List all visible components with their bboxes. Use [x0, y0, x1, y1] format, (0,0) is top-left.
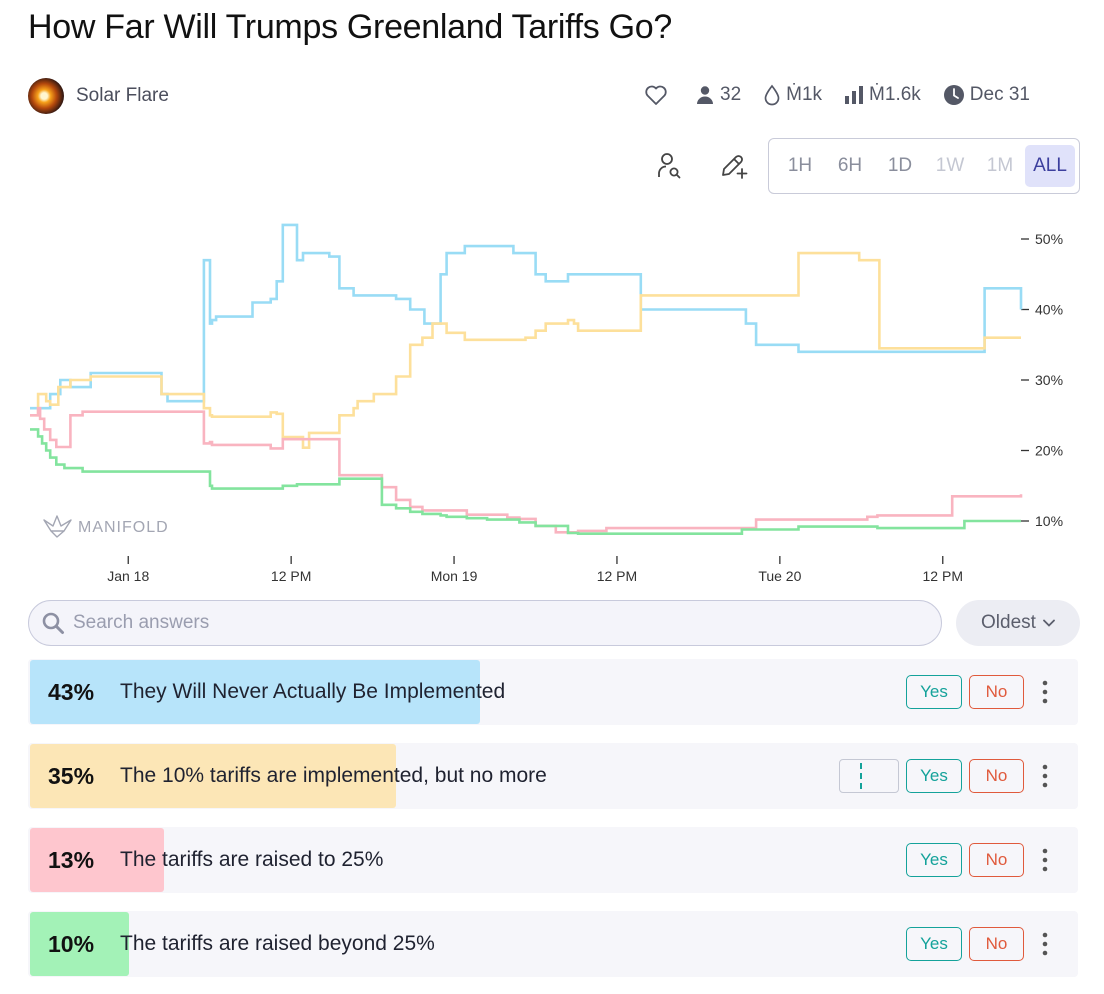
x-tick-label: Jan 18 [107, 568, 149, 584]
author[interactable]: Solar Flare [28, 78, 169, 114]
y-tick-label: 10% [1035, 513, 1063, 529]
more-options-button[interactable] [1036, 676, 1054, 708]
bet-no-button[interactable]: No [969, 843, 1024, 877]
user-search-icon [658, 153, 681, 179]
bar-chart-icon [845, 86, 864, 104]
vertical-dots-icon [1042, 932, 1048, 956]
search-input[interactable] [71, 611, 915, 635]
probability-bar [30, 828, 164, 892]
close-date: Dec 31 [969, 84, 1030, 105]
answer-row[interactable]: 35% The 10% tariffs are implemented, but… [28, 743, 1078, 809]
answer-probability: 13% [48, 847, 95, 873]
page-title: How Far Will Trumps Greenland Tariffs Go… [28, 8, 672, 46]
bet-no-button[interactable]: No [969, 927, 1024, 961]
x-axis: Jan 18 12 PM Mon 19 12 PM Tue 20 12 PM [107, 556, 963, 584]
more-options-button[interactable] [1036, 844, 1054, 876]
time-range-selector[interactable]: 1H 6H 1D 1W 1M ALL [768, 138, 1080, 194]
bet-no-button[interactable]: No [969, 759, 1024, 793]
probability-bar [30, 912, 129, 976]
droplet-icon [764, 84, 780, 106]
traders-stat[interactable]: 32 [695, 84, 741, 106]
answer-text[interactable]: The tariffs are raised to 25% [120, 848, 384, 871]
series-line[interactable] [30, 406, 1023, 534]
clock-icon [943, 85, 964, 105]
probability-bar [30, 744, 396, 808]
answer-probability: 10% [48, 931, 95, 957]
probability-chart[interactable]: 50% 40% 30% 20% 10% Jan 18 12 PM Mon 19 12 PM Tu… [0, 200, 1104, 595]
more-options-button[interactable] [1036, 760, 1054, 792]
answer-text[interactable]: The tariffs are raised beyond 25% [120, 932, 435, 955]
x-tick-label: 12 PM [597, 568, 637, 584]
answer-row[interactable]: 43% They Will Never Actually Be Implemen… [28, 659, 1078, 725]
vertical-dots-icon [1042, 680, 1048, 704]
bet-yes-button[interactable]: Yes [906, 759, 962, 793]
series-line[interactable] [30, 223, 1023, 410]
answer-text[interactable]: They Will Never Actually Be Implemented [120, 680, 506, 703]
traders-count: 32 [720, 84, 742, 105]
mini-position-indicator [839, 759, 899, 793]
x-tick-label: 12 PM [923, 568, 963, 584]
bet-yes-button[interactable]: Yes [906, 675, 962, 709]
like-button[interactable] [644, 84, 673, 106]
y-axis: 50% 40% 30% 20% 10% [1021, 231, 1063, 529]
answer-probability: 35% [48, 763, 95, 789]
y-tick-label: 20% [1035, 443, 1063, 459]
range-6h[interactable]: 6H [837, 155, 863, 176]
chart-series [30, 223, 1023, 535]
author-name[interactable]: Solar Flare [76, 85, 169, 106]
x-tick-label: 12 PM [271, 568, 311, 584]
vertical-dots-icon [1042, 848, 1048, 872]
bet-yes-button[interactable]: Yes [906, 843, 962, 877]
range-1w[interactable]: 1W [935, 155, 965, 176]
user-icon [697, 86, 713, 104]
y-tick-label: 40% [1035, 302, 1063, 318]
liquidity-value: Ṁ1k [786, 84, 823, 105]
sort-label: Oldest [981, 612, 1036, 633]
range-1h[interactable]: 1H [787, 155, 813, 176]
probability-bar [30, 660, 480, 724]
series-line[interactable] [30, 251, 1021, 449]
manifold-watermark: MANIFOLD [43, 515, 169, 538]
liquidity-stat[interactable]: Ṁ1k [763, 84, 822, 106]
range-1d[interactable]: 1D [887, 155, 913, 176]
answer-text[interactable]: The 10% tariffs are implemented, but no … [120, 764, 547, 787]
y-tick-label: 30% [1035, 372, 1063, 388]
close-date-stat[interactable]: Dec 31 [943, 84, 1030, 106]
range-all[interactable]: ALL [1025, 145, 1075, 187]
y-tick-label: 50% [1035, 231, 1063, 247]
search-field[interactable] [28, 600, 942, 646]
volume-value: Ṁ1.6k [869, 84, 921, 105]
volume-stat[interactable]: Ṁ1.6k [844, 84, 921, 106]
answer-row[interactable]: 13% The tariffs are raised to 25% Yes No [28, 827, 1078, 893]
x-tick-label: Tue 20 [758, 568, 801, 584]
market-stats: 32 Ṁ1k Ṁ1.6k Dec 31 [644, 84, 1030, 106]
heart-icon [645, 85, 667, 105]
bet-yes-button[interactable]: Yes [906, 927, 962, 961]
avatar[interactable] [28, 78, 64, 114]
bet-no-button[interactable]: No [969, 675, 1024, 709]
crane-logo-icon [43, 515, 72, 538]
x-tick-label: Mon 19 [431, 568, 478, 584]
range-1m[interactable]: 1M [986, 155, 1014, 176]
more-options-button[interactable] [1036, 928, 1054, 960]
answer-probability: 43% [48, 679, 95, 705]
series-line[interactable] [30, 428, 1021, 535]
search-icon [42, 612, 64, 634]
watermark-text: MANIFOLD [78, 519, 169, 536]
add-annotation-button[interactable] [716, 148, 750, 182]
position-marker [860, 763, 862, 789]
sort-dropdown[interactable]: Oldest [956, 600, 1080, 646]
answer-row[interactable]: 10% The tariffs are raised beyond 25% Ye… [28, 911, 1078, 977]
vertical-dots-icon [1042, 764, 1048, 788]
chevron-down-icon [1043, 619, 1055, 627]
pencil-plus-icon [722, 155, 748, 179]
user-search-button[interactable] [652, 148, 686, 182]
